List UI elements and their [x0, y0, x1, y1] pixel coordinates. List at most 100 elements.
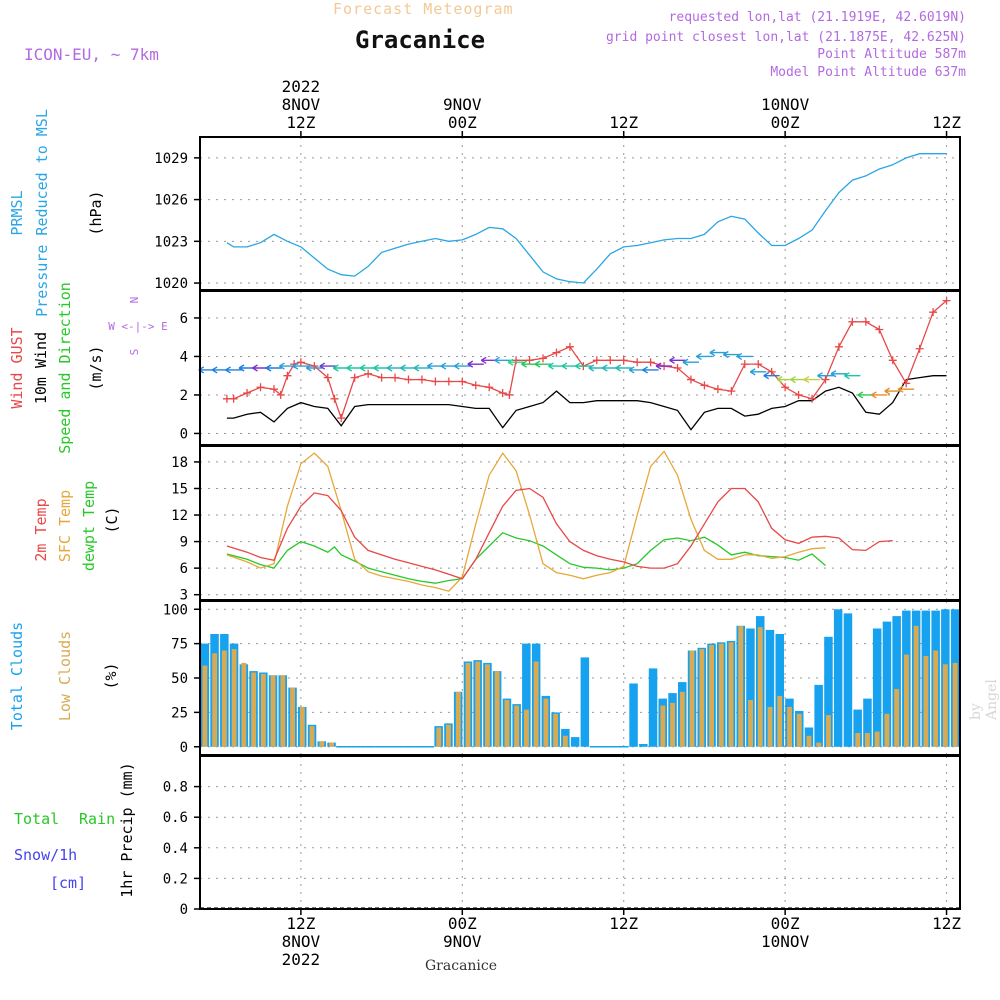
gust-line-marker	[391, 373, 400, 382]
top-time-label: 00Z	[771, 113, 800, 132]
gust-line-marker	[404, 375, 413, 384]
gust-line-marker	[539, 354, 548, 363]
wind-arrow-icon	[427, 362, 444, 370]
low-cloud-bar	[290, 687, 295, 747]
bottom-time-label: 2022	[282, 950, 321, 969]
wind-arrow-icon	[897, 385, 915, 393]
low-cloud-bar	[942, 664, 948, 747]
wind-arrow-icon	[870, 391, 888, 399]
compass-we: W <-|-> E	[108, 320, 168, 333]
wind-unit-label: (m/s)	[87, 345, 105, 390]
gust-line-marker	[269, 385, 278, 394]
gust-line-marker	[512, 356, 521, 365]
gust-line-marker	[633, 358, 642, 367]
total-cloud-bar	[863, 698, 872, 747]
gust-line-marker	[646, 358, 655, 367]
gust-line-marker	[861, 317, 870, 326]
gust-line-marker	[713, 385, 722, 394]
low-cloud-bar	[923, 656, 929, 747]
wind-arrow-icon	[830, 370, 847, 378]
ytick-label: 75	[171, 637, 188, 653]
rain-total-label: Total	[14, 810, 59, 828]
wind-arrow-icon	[453, 362, 471, 370]
low-cloud-bar	[826, 715, 831, 747]
precip-unit-label: 1hr Precip (mm)	[118, 762, 136, 897]
total-cloud-bar	[843, 613, 853, 747]
wind10m-label: 10m Wind	[32, 332, 50, 404]
gust-line-marker	[673, 364, 682, 372]
total-cloud-bar	[522, 643, 531, 747]
low-cloud-bar	[436, 727, 442, 747]
wind-gust-label: Wind GUST	[8, 327, 26, 408]
low-cloud-bar	[904, 654, 909, 747]
gust-line-marker	[942, 296, 951, 305]
wind-arrow-icon	[790, 375, 807, 384]
low-cloud-bar	[494, 671, 500, 747]
gust-line-marker	[458, 377, 467, 386]
top-time-label: 12Z	[609, 113, 638, 132]
gridpoint-coords: grid point closest lon,lat (21.1875E, 42…	[605, 30, 966, 45]
gust-line-marker	[727, 387, 736, 396]
gust-line-marker	[767, 367, 776, 376]
low-cloud-bar	[660, 705, 666, 747]
gust-line-marker	[902, 379, 911, 388]
point-altitude: Point Altitude 587m	[817, 47, 966, 62]
ytick-label: 3	[180, 588, 188, 604]
snow-label: Snow/1h	[14, 846, 77, 864]
low-cloud-bar	[543, 698, 549, 747]
compass-n: N	[128, 297, 141, 304]
low-cloud-bar	[455, 691, 461, 747]
wind-arrow-icon	[386, 364, 404, 372]
bottom-time-label: 12Z	[609, 914, 638, 933]
wind-arrow-icon	[319, 362, 336, 370]
total-cloud-bar	[639, 744, 648, 747]
gust-line-marker	[740, 360, 749, 369]
ytick-label: 0	[180, 902, 188, 918]
wind-arrow-icon	[252, 364, 269, 372]
gust-line-marker	[498, 389, 507, 398]
total-cloud-bar	[853, 709, 862, 747]
pressure-unit-label: (hPa)	[87, 190, 105, 235]
gust-line-marker	[915, 344, 924, 353]
low-cloud-bar	[241, 662, 247, 747]
ytick-label: 15	[171, 481, 188, 497]
wind-arrow-icon	[884, 387, 901, 395]
gust-line-marker	[330, 394, 339, 403]
gust-line-marker	[619, 356, 628, 365]
gust-line-marker	[686, 375, 695, 384]
gust-line-marker	[243, 389, 252, 398]
wind-arrow-icon	[467, 360, 484, 368]
total-cloud-bar	[580, 657, 590, 747]
top-time-label: 9NOV	[443, 95, 482, 114]
low-cloud-bar	[913, 625, 919, 747]
gust-line-marker	[781, 383, 790, 392]
wind-arrow-icon	[655, 362, 673, 370]
wind-arrow-icon	[494, 356, 511, 364]
low-cloud-bar	[855, 733, 861, 747]
total-cloud-bar	[872, 628, 882, 747]
grid-layer	[200, 137, 960, 910]
wind-arrow-icon	[736, 352, 753, 361]
gust-line-marker	[471, 381, 480, 390]
ytick-label: 50	[171, 671, 188, 687]
gust-line-marker	[821, 375, 830, 384]
clouds-unit-label: (%)	[102, 662, 120, 689]
ytick-label: 0	[180, 740, 188, 756]
low-cloud-bar	[884, 713, 890, 747]
wind-arrow-icon	[507, 358, 525, 366]
low-cloud-bar	[767, 706, 773, 747]
wind-arrow-icon	[642, 366, 659, 374]
gust-line-marker	[276, 390, 285, 399]
low-cloud-bar	[504, 700, 510, 747]
top-time-label: 2022	[282, 77, 321, 96]
sfc-temp-label: SFC Temp	[56, 490, 74, 562]
low-cloud-bar	[865, 733, 870, 747]
gust-line-marker	[565, 342, 574, 351]
total-cloud-bar	[765, 629, 775, 747]
top-time-label: 8NOV	[282, 95, 321, 114]
low-cloud-bar	[670, 702, 675, 747]
model-label: ICON-EU, ~ 7km	[24, 45, 159, 64]
gust-line-marker	[505, 390, 514, 399]
gust-line-marker	[848, 317, 857, 326]
total-cloud-bar	[648, 668, 658, 747]
